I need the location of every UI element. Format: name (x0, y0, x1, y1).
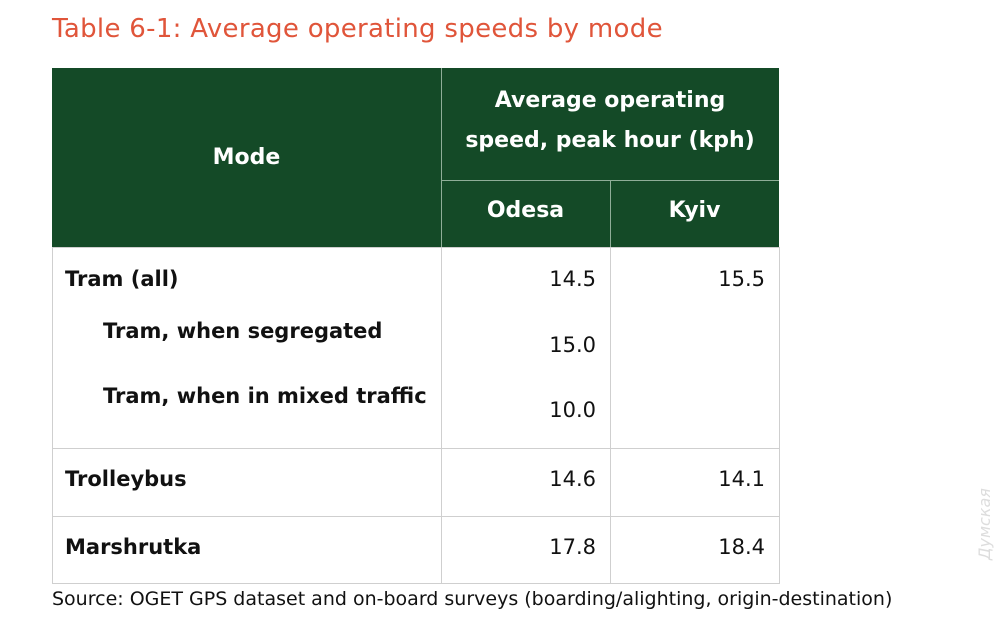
header-odesa: Odesa (486, 198, 565, 223)
header-kyiv: Kyiv (668, 198, 721, 223)
mode-tram-all: Tram (all) (65, 267, 179, 291)
kyiv-value: 15.5 (718, 267, 765, 291)
watermark: Думская (975, 488, 994, 560)
odesa-value: 15.0 (549, 333, 596, 357)
odesa-value: 10.0 (549, 398, 596, 422)
header-divider (610, 180, 611, 247)
table-header (52, 68, 779, 247)
table-title: Table 6-1: Average operating speeds by m… (52, 14, 663, 44)
odesa-value: 14.6 (549, 467, 596, 491)
odesa-value: 17.8 (549, 535, 596, 559)
header-speed-line2: speed, peak hour (kph) (465, 128, 755, 153)
mode-tram-segregated: Tram, when segregated (103, 319, 383, 343)
odesa-value: 14.5 (549, 267, 596, 291)
header-divider (441, 68, 442, 247)
mode-marshrutka: Marshrutka (65, 535, 202, 559)
source-note: Source: OGET GPS dataset and on-board su… (52, 588, 893, 610)
kyiv-value: 18.4 (718, 535, 765, 559)
table-cell (610, 516, 780, 584)
header-speed-line1: Average operating (494, 88, 726, 113)
header-mode: Mode (212, 145, 281, 170)
mode-tram-mixed: Tram, when in mixed traffic (103, 384, 427, 408)
kyiv-value: 14.1 (718, 467, 765, 491)
mode-trolleybus: Trolleybus (65, 467, 187, 491)
